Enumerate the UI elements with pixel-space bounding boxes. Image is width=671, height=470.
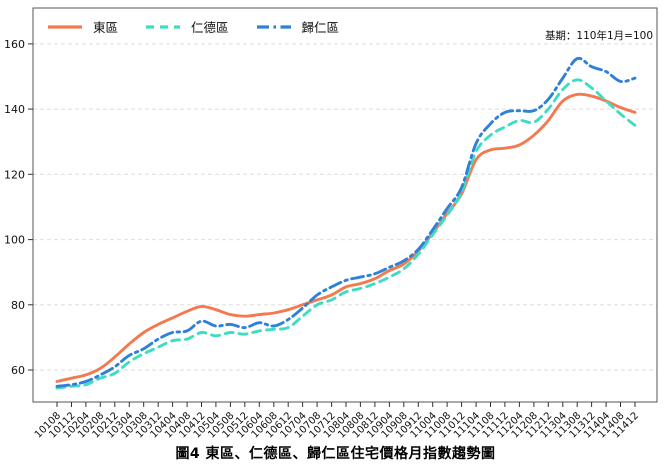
legend-item-rende: 仁德區 [144, 17, 229, 36]
y-tick-label-140: 140 [4, 103, 25, 116]
y-tick-label-80: 80 [11, 299, 25, 312]
plot-frame [32, 7, 658, 403]
legend-swatch-rende-line [146, 24, 181, 29]
y-tick-label-60: 60 [11, 364, 25, 377]
legend-swatch-guiren-line [256, 24, 291, 29]
trend-line-chart: 6080100120140160101081011210204102081021… [4, 7, 658, 441]
y-tick-label-120: 120 [4, 168, 25, 181]
legend-label-rende: 仁德區 [191, 20, 229, 35]
series-line-東區 [55, 92, 637, 383]
y-tick-label-100: 100 [4, 234, 25, 247]
series-line-歸仁區 [55, 56, 637, 388]
legend-swatch-east-line [48, 24, 82, 29]
legend-label-east: 東區 [93, 20, 119, 35]
chart-legend: 東區 仁德區 歸仁區 [46, 17, 339, 36]
legend-label-guiren: 歸仁區 [301, 20, 340, 35]
series-line-仁德區 [55, 78, 637, 390]
y-tick-label-160: 160 [4, 38, 25, 51]
base-period-note: 基期：110年1月=100 [544, 30, 653, 42]
legend-item-east: 東區 [46, 17, 118, 36]
chart-title: 圖4 東區、仁德區、歸仁區住宅價格月指數趨勢圖 [175, 446, 496, 462]
legend-item-guiren: 歸仁區 [255, 17, 340, 36]
